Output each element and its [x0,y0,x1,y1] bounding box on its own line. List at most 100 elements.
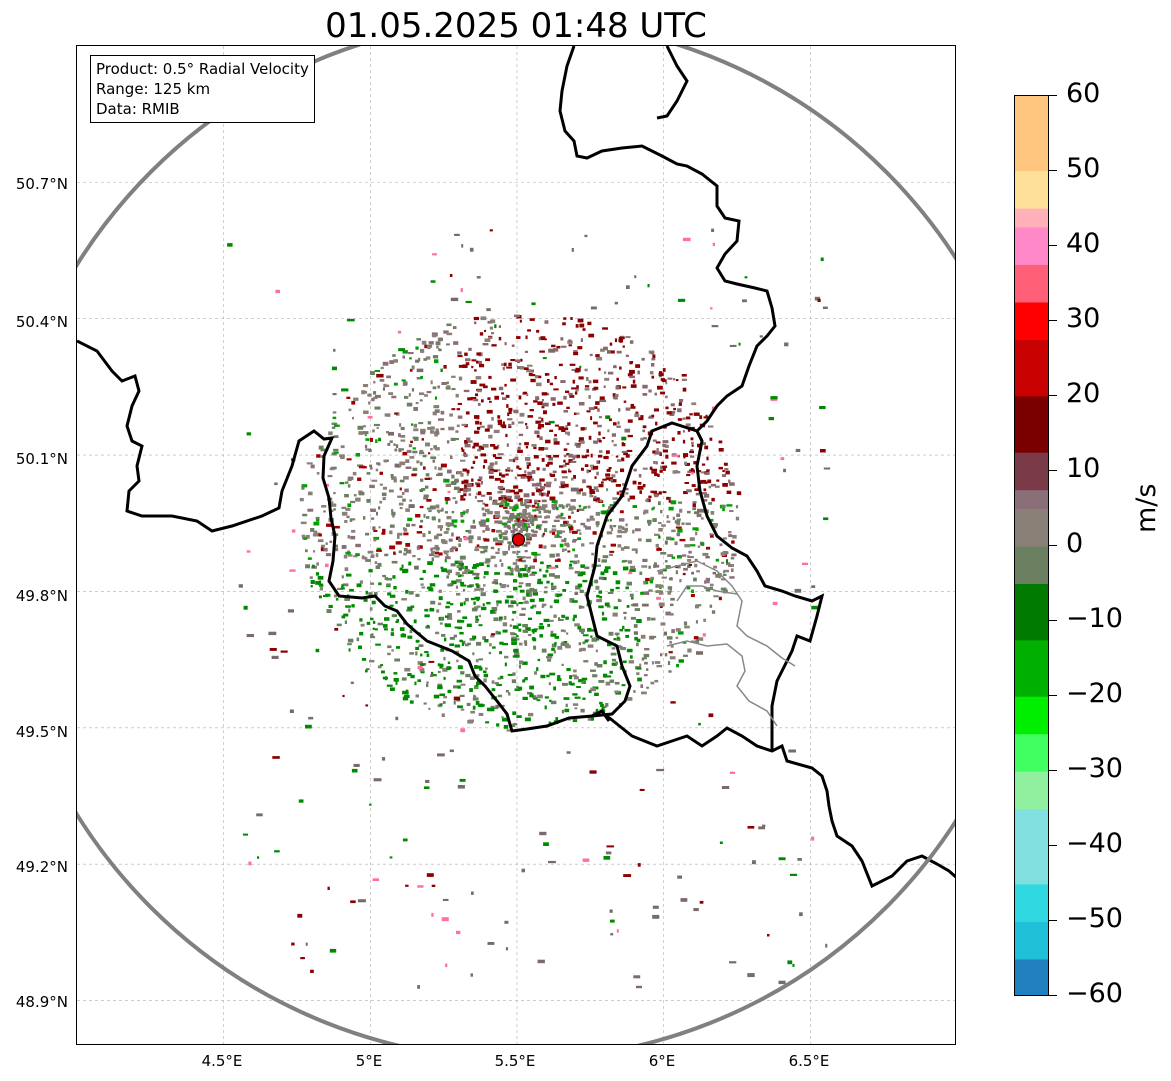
colorbar-tick [1049,620,1057,621]
colorbar-segment [1015,171,1048,191]
country-border-luxembourg-germany [585,421,704,718]
colorbar-segment [1015,696,1048,717]
colorbar-tick-label: −60 [1066,978,1123,1009]
colorbar-segment [1015,152,1048,172]
colorbar-segment [1015,959,1048,979]
radar-map[interactable] [76,45,956,1045]
colorbar-segment [1015,828,1048,848]
colorbar-tick [1049,770,1057,771]
colorbar-segment [1015,921,1048,942]
data-source-label: Data: RMIB [96,100,180,118]
colorbar-segment [1015,415,1048,435]
colorbar-tick-label: −20 [1066,678,1123,709]
colorbar-tick-label: 30 [1066,303,1101,334]
colorbar-segment [1015,452,1048,473]
colorbar-segment [1015,490,1048,510]
colorbar-segment [1015,752,1048,773]
colorbar-segment [1015,865,1048,885]
colorbar-tick [1049,920,1057,921]
colorbar-segment [1015,659,1048,679]
country-border-germany-france [606,714,955,889]
colorbar-tick-label: 10 [1066,453,1101,484]
colorbar-tick-label: −30 [1066,753,1123,784]
lon-tick-label: 4.5°E [201,1052,243,1070]
range-label: Range: 125 km [96,80,211,98]
colorbar-segment [1015,884,1048,904]
colorbar-segment [1015,790,1048,810]
product-info-box: Product: 0.5° Radial Velocity Range: 125… [90,55,315,123]
velocity-colorbar [1014,95,1049,996]
map-canvas [77,46,955,1044]
colorbar-tick-label: 20 [1066,378,1101,409]
lat-tick-label: 50.7°N [15,175,68,193]
colorbar-tick [1049,695,1057,696]
lat-tick-label: 50.4°N [15,313,68,331]
lon-tick-label: 5°E [355,1052,383,1070]
colorbar-segment [1015,208,1048,228]
colorbar-segment [1015,227,1048,247]
colorbar-tick-label: −40 [1066,828,1123,859]
colorbar-tick-label: 40 [1066,228,1101,259]
colorbar-tick [1049,995,1057,996]
colorbar-gradient [1015,96,1048,995]
lon-tick-label: 6.5°E [788,1052,830,1070]
lat-tick-label: 48.9°N [15,993,68,1011]
colorbar-tick [1049,545,1057,546]
colorbar-segment [1015,340,1048,360]
product-label: Product: 0.5° Radial Velocity [96,60,309,78]
colorbar-segment [1015,715,1048,735]
colorbar-tick-label: −10 [1066,603,1123,634]
colorbar-segment [1015,358,1048,379]
colorbar-segment [1015,602,1048,623]
colorbar-segment [1015,771,1048,792]
colorbar-tick [1049,845,1057,846]
colorbar-segment [1015,527,1048,548]
colorbar-segment [1015,433,1048,454]
colorbar-tick-label: 0 [1066,528,1084,559]
colorbar-segment [1015,133,1048,153]
colorbar-segment [1015,940,1048,961]
lat-tick-label: 49.2°N [15,858,68,876]
colorbar-unit-label: m/s [1131,483,1162,533]
colorbar-segment [1015,565,1048,585]
district-borders [656,560,796,727]
colorbar-segment [1015,546,1048,566]
colorbar-segment [1015,302,1048,322]
colorbar-segment [1015,846,1048,867]
colorbar-segment [1015,96,1048,116]
colorbar-segment [1015,734,1048,754]
colorbar-segment [1015,264,1048,285]
colorbar-segment [1015,809,1048,829]
colorbar-segment [1015,621,1048,641]
colorbar-tick [1049,320,1057,321]
lon-tick-label: 5.5°E [494,1052,536,1070]
map-title: 01.05.2025 01:48 UTC [325,6,707,46]
colorbar-tick [1049,470,1057,471]
lat-tick-label: 50.1°N [15,450,68,468]
country-border-north [558,46,777,433]
colorbar-segment [1015,321,1048,341]
country-border-northeast [656,46,689,120]
colorbar-segment [1015,677,1048,698]
colorbar-tick [1049,245,1057,246]
colorbar-segment [1015,471,1048,491]
colorbar-segment [1015,283,1048,304]
colorbar-segment [1015,978,1048,995]
lat-tick-label: 49.5°N [15,723,68,741]
colorbar-segment [1015,584,1048,604]
colorbar-segment [1015,377,1048,397]
lat-tick-label: 49.8°N [15,587,68,605]
colorbar-tick [1049,170,1057,171]
country-border-belgium-luxembourg [77,339,611,733]
radar-site-marker[interactable] [511,533,526,547]
colorbar-tick-label: −50 [1066,903,1123,934]
colorbar-tick [1049,95,1057,96]
country-border-germany-west [695,430,825,751]
colorbar-tick [1049,395,1057,396]
colorbar-segment [1015,508,1048,529]
colorbar-segment [1015,396,1048,416]
colorbar-tick-label: 50 [1066,153,1101,184]
colorbar-segment [1015,114,1048,135]
colorbar-segment [1015,903,1048,923]
colorbar-tick-label: 60 [1066,78,1101,109]
